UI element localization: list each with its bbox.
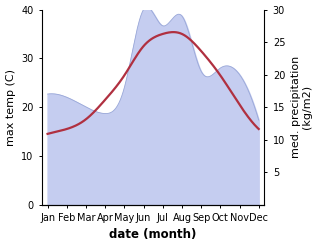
Y-axis label: med. precipitation
(kg/m2): med. precipitation (kg/m2) (291, 56, 313, 158)
X-axis label: date (month): date (month) (109, 228, 197, 242)
Y-axis label: max temp (C): max temp (C) (5, 69, 16, 145)
